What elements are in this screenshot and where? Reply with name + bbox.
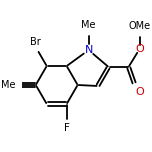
Text: F: F: [64, 123, 70, 133]
Text: O: O: [136, 87, 144, 97]
Text: O: O: [135, 44, 144, 54]
Text: Me: Me: [81, 20, 96, 30]
Text: OMe: OMe: [128, 21, 151, 31]
Text: Me: Me: [1, 80, 16, 90]
Text: Br: Br: [30, 37, 41, 47]
Text: N: N: [85, 45, 93, 55]
